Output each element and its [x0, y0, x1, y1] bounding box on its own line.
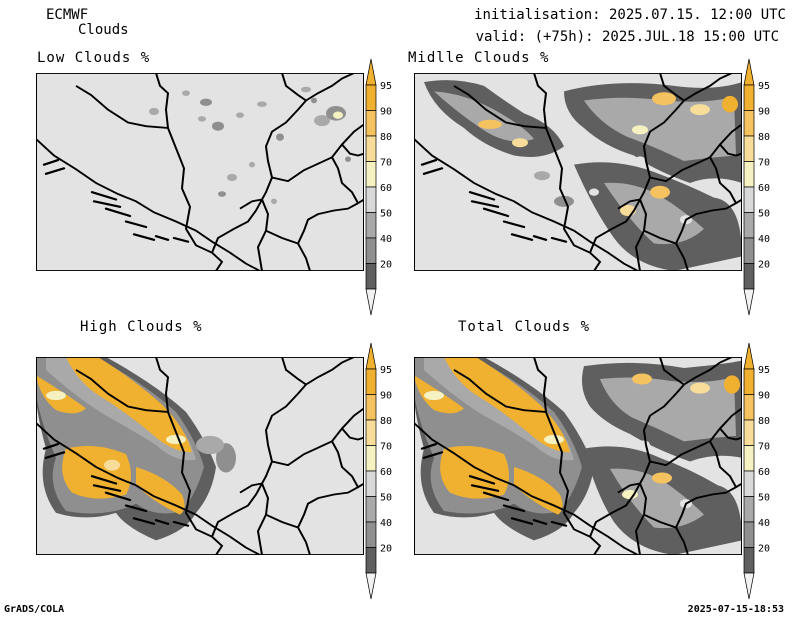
colorbar-segment — [365, 394, 377, 421]
colorbar-tick-label: 60 — [380, 467, 392, 478]
colorbar-tick-label: 20 — [758, 544, 770, 555]
colorbar-segment — [365, 419, 377, 446]
colorbar-segment — [743, 135, 755, 162]
colorbar-segment — [365, 521, 377, 548]
colorbar-segment — [365, 212, 377, 239]
colorbar-tick-label: 90 — [758, 391, 770, 402]
low-cloud-patches — [149, 86, 351, 205]
panel-title-high: High Clouds % — [80, 319, 203, 335]
colorbar-tick-label: 60 — [758, 467, 770, 478]
colorbar-segment — [743, 445, 755, 472]
colorbar-segment — [743, 419, 755, 446]
colorbar-top-arrow — [365, 342, 377, 370]
colorbar-bottom-arrow — [365, 288, 377, 316]
colorbar-top-arrow — [743, 58, 755, 86]
colorbar-segment — [743, 470, 755, 497]
colorbar-segment — [365, 547, 377, 574]
colorbar-high: 95 90 80 70 60 50 40 20 — [364, 342, 404, 600]
total-cloud-patches — [414, 357, 742, 555]
colorbar-tick-label: 50 — [380, 209, 392, 220]
colorbar-segment — [365, 496, 377, 523]
panel-title-middle: Midlle Clouds % — [408, 50, 550, 66]
colorbar-tick-label: 20 — [380, 544, 392, 555]
colorbar-segment — [743, 237, 755, 264]
colorbar-tick-label: 40 — [380, 234, 392, 245]
colorbar-top-arrow — [743, 342, 755, 370]
colorbar-tick-label: 20 — [758, 260, 770, 271]
colorbar-tick-label: 60 — [758, 183, 770, 194]
colorbar-tick-label: 70 — [380, 158, 392, 169]
colorbar-tick-label: 80 — [758, 132, 770, 143]
colorbar-segment — [743, 368, 755, 395]
colorbar-total: 95 90 80 70 60 50 40 20 — [742, 342, 782, 600]
colorbar-low: 95 90 80 70 60 50 40 20 — [364, 58, 404, 316]
colorbar-segment — [743, 547, 755, 574]
colorbar-segment — [743, 84, 755, 111]
colorbar-segment — [365, 186, 377, 213]
colorbar-top-arrow — [365, 58, 377, 86]
colorbar-tick-label: 50 — [758, 493, 770, 504]
colorbar-tick-label: 50 — [380, 493, 392, 504]
panel-title-total: Total Clouds % — [458, 319, 591, 335]
colorbar-segment — [365, 161, 377, 188]
colorbar-segment — [365, 470, 377, 497]
colorbar-tick-label: 80 — [758, 416, 770, 427]
colorbar-tick-label: 40 — [758, 234, 770, 245]
colorbar-tick-label: 40 — [380, 518, 392, 529]
high-cloud-patches — [36, 357, 236, 541]
colorbar-tick-label: 50 — [758, 209, 770, 220]
colorbar-segment — [365, 263, 377, 290]
product-name: Clouds — [78, 22, 129, 38]
colorbar-segment — [365, 110, 377, 137]
colorbar-tick-label: 95 — [758, 81, 770, 92]
map-high-clouds — [36, 357, 364, 573]
colorbar-tick-label: 80 — [380, 132, 392, 143]
colorbar-tick-label: 40 — [758, 518, 770, 529]
footer-timestamp: 2025-07-15-18:53 — [687, 604, 784, 615]
valid-time: valid: (+75h): 2025.JUL.18 15:00 UTC — [475, 29, 779, 45]
colorbar-tick-label: 60 — [380, 183, 392, 194]
colorbar-segment — [365, 368, 377, 395]
colorbar-segment — [365, 135, 377, 162]
map-middle-clouds — [414, 73, 742, 289]
colorbar-segment — [743, 110, 755, 137]
colorbar-segment — [743, 496, 755, 523]
colorbar-segment — [365, 237, 377, 264]
colorbar-tick-label: 70 — [380, 442, 392, 453]
colorbar-tick-label: 95 — [380, 365, 392, 376]
colorbar-tick-label: 90 — [758, 107, 770, 118]
colorbar-segment — [743, 521, 755, 548]
colorbar-tick-label: 20 — [380, 260, 392, 271]
map-background — [36, 73, 364, 271]
colorbar-middle: 95 90 80 70 60 50 40 20 — [742, 58, 782, 316]
footer-software: GrADS/COLA — [4, 604, 65, 615]
panel-title-low: Low Clouds % — [37, 50, 151, 66]
colorbar-segment — [365, 445, 377, 472]
colorbar-segment — [743, 263, 755, 290]
colorbar-tick-label: 90 — [380, 107, 392, 118]
map-low-clouds — [36, 73, 364, 289]
colorbar-bottom-arrow — [743, 288, 755, 316]
model-name: ECMWF — [46, 7, 89, 23]
colorbar-segment — [743, 394, 755, 421]
colorbar-tick-label: 95 — [380, 81, 392, 92]
colorbar-bottom-arrow — [365, 572, 377, 600]
colorbar-segment — [743, 186, 755, 213]
colorbar-segment — [743, 212, 755, 239]
map-total-clouds — [414, 357, 742, 573]
colorbar-segment — [365, 84, 377, 111]
initialisation-time: initialisation: 2025.07.15. 12:00 UTC — [474, 7, 786, 23]
colorbar-tick-label: 90 — [380, 391, 392, 402]
colorbar-bottom-arrow — [743, 572, 755, 600]
colorbar-segment — [743, 161, 755, 188]
colorbar-tick-label: 80 — [380, 416, 392, 427]
middle-cloud-patches — [424, 80, 742, 271]
colorbar-tick-label: 70 — [758, 442, 770, 453]
colorbar-tick-label: 70 — [758, 158, 770, 169]
colorbar-tick-label: 95 — [758, 365, 770, 376]
